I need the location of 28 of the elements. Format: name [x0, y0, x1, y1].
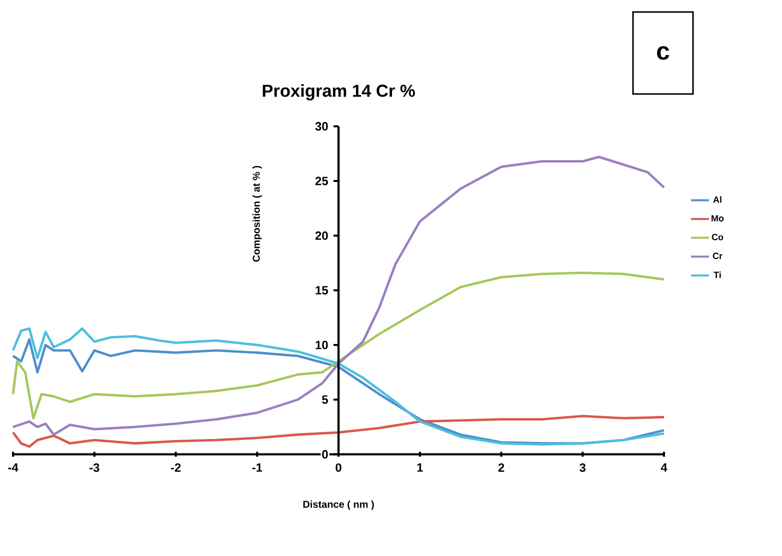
x-tick-label: -2: [170, 463, 181, 472]
y-tick-label: 10: [316, 340, 328, 350]
y-tick-label: 30: [315, 122, 328, 131]
y-axis-title: Composition ( at % ): [252, 166, 262, 262]
legend-label: Ti: [714, 271, 721, 278]
y-tick-label: 25: [315, 176, 328, 186]
text: c: [657, 46, 670, 60]
line-series: [12, 156, 666, 436]
legend-label: Co: [712, 234, 724, 240]
legend-label: Mo: [712, 215, 724, 222]
x-tick-label: 4: [660, 463, 668, 472]
x-tick-label: -1: [252, 463, 262, 472]
y-tick-label: 15: [316, 286, 328, 294]
x-tick-label: -4: [8, 463, 18, 472]
line-series: [12, 272, 666, 420]
legend-label: Cr: [712, 252, 722, 260]
x-axis-title: Distance ( nm ): [303, 500, 374, 510]
y-tick-label: 20: [315, 231, 328, 240]
x-tick-label: -3: [90, 463, 100, 472]
y-tick-label: 5: [322, 395, 328, 404]
chart-title: Proxigram 14 Cr %: [262, 84, 415, 100]
x-tick-label: 2: [498, 463, 504, 472]
x-tick-label: 0: [336, 463, 342, 472]
line-series: [12, 414, 666, 448]
y-tick-label: 0: [322, 450, 328, 459]
legend-label: Al: [713, 196, 722, 203]
x-tick-label: 3: [580, 463, 586, 472]
x-tick-label: 1: [417, 463, 423, 472]
